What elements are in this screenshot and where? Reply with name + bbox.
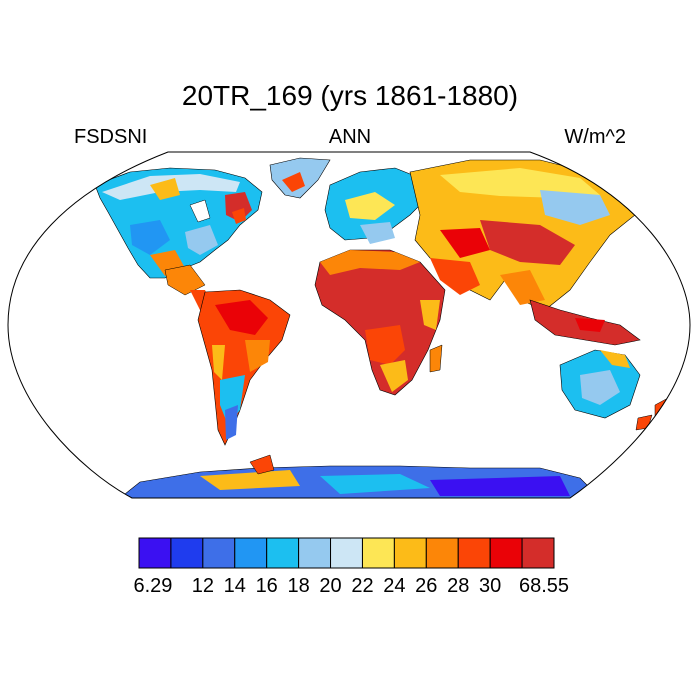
colorbar-box — [425, 537, 459, 569]
colorbar-box — [521, 537, 555, 569]
maritime-asia — [529, 299, 641, 346]
colorbar-tick-label: 24 — [383, 575, 405, 597]
colorbar-box — [298, 537, 332, 569]
colorbar-tick-label: 26 — [415, 575, 437, 597]
colorbar-tick-label: 30 — [479, 575, 501, 597]
colorbar-tick-label: 18 — [287, 575, 309, 597]
north-america — [94, 167, 263, 310]
colorbar-tick-label: 6.29 — [133, 575, 172, 597]
europe — [324, 167, 426, 244]
australia — [559, 349, 641, 419]
colorbar-tick-label: 68.55 — [519, 575, 569, 597]
south-america — [197, 289, 291, 446]
africa — [314, 249, 446, 396]
colorbar-box — [457, 537, 491, 569]
period-label: ANN — [328, 126, 372, 148]
colorbar-box — [393, 537, 427, 569]
colorbar-tick-label: 14 — [224, 575, 246, 597]
colorbar-box — [170, 537, 204, 569]
colorbar-box — [361, 537, 395, 569]
greenland — [269, 157, 331, 199]
units-label: W/m^2 — [564, 126, 626, 148]
antarctica — [119, 454, 601, 498]
colorbar-box — [138, 537, 172, 569]
colorbar-box — [234, 537, 268, 569]
colorbar-tick-label: 12 — [192, 575, 214, 597]
map-border — [7, 151, 691, 499]
colorbar-box — [202, 537, 236, 569]
colorbar-tick-label: 16 — [256, 575, 278, 597]
colorbar-box — [489, 537, 523, 569]
colorbar-box — [266, 537, 300, 569]
variable-label: FSDSNI — [74, 126, 148, 148]
colorbar-box — [330, 537, 363, 569]
asia — [409, 159, 641, 311]
colorbar-tick-label: 20 — [319, 575, 341, 597]
colorbar-tick-label: 28 — [447, 575, 469, 597]
colorbar-tick-label: 22 — [351, 575, 373, 597]
map-title: 20TR_169 (yrs 1861-1880) — [181, 80, 519, 111]
